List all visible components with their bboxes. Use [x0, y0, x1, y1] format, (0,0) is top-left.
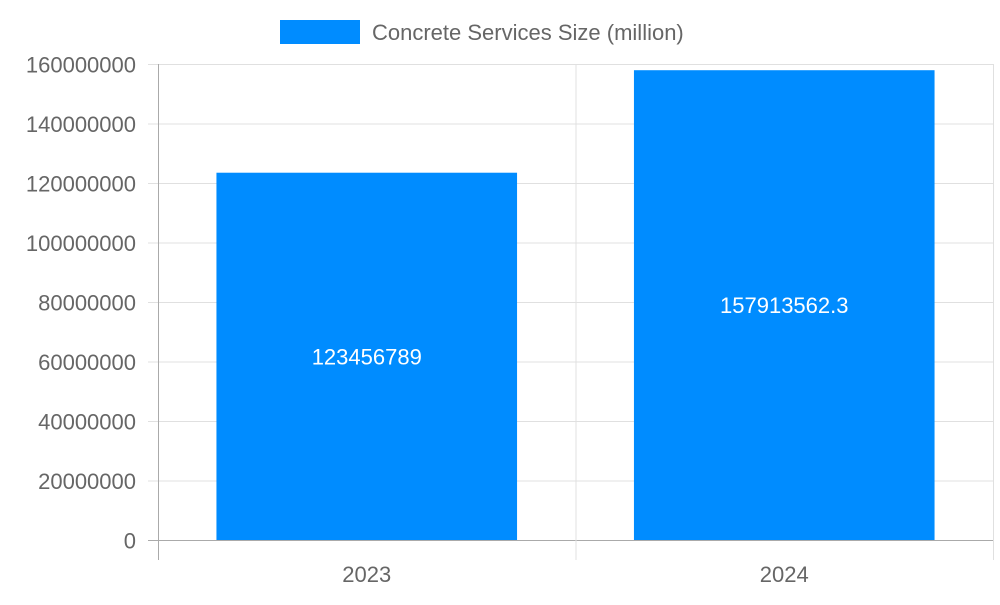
bar-2024 — [633, 70, 935, 540]
y-tick-label: 60000000 — [38, 350, 136, 375]
y-tick-label: 40000000 — [38, 410, 136, 435]
legend-swatch — [280, 20, 360, 44]
y-tick-label: 120000000 — [26, 172, 136, 197]
y-tick-label: 160000000 — [26, 53, 136, 78]
y-tick-label: 80000000 — [38, 291, 136, 316]
data-label: 157913562.3 — [720, 293, 848, 318]
y-tick-label: 20000000 — [38, 469, 136, 494]
y-tick-label: 140000000 — [26, 112, 136, 137]
y-tick-label: 100000000 — [26, 231, 136, 256]
legend: Concrete Services Size (million) — [280, 20, 684, 45]
y-tick-label: 0 — [124, 529, 136, 554]
x-tick-label: 2023 — [342, 562, 391, 587]
data-label: 123456789 — [312, 344, 422, 369]
x-tick-label: 2024 — [760, 562, 809, 587]
legend-label: Concrete Services Size (million) — [372, 20, 684, 45]
bar-2023 — [216, 172, 518, 540]
